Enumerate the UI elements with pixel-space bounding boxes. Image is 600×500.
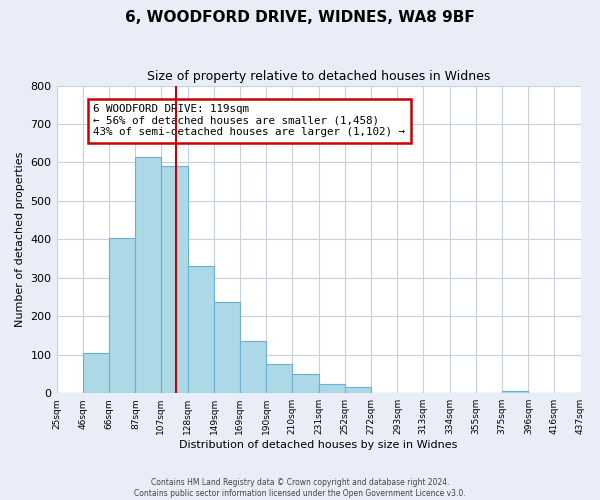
Bar (266, 364, 292, 393)
Text: 6 WOODFORD DRIVE: 119sqm
← 56% of detached houses are smaller (1,458)
43% of sem: 6 WOODFORD DRIVE: 119sqm ← 56% of detach… (93, 104, 405, 137)
Y-axis label: Number of detached properties: Number of detached properties (15, 152, 25, 327)
Bar (239, 342, 266, 393)
Text: 6, WOODFORD DRIVE, WIDNES, WA8 9BF: 6, WOODFORD DRIVE, WIDNES, WA8 9BF (125, 10, 475, 25)
Bar (161, 166, 188, 393)
X-axis label: Distribution of detached houses by size in Widnes: Distribution of detached houses by size … (179, 440, 458, 450)
Bar (502, 390, 529, 393)
Title: Size of property relative to detached houses in Widnes: Size of property relative to detached ho… (147, 70, 490, 83)
Bar (345, 388, 371, 393)
Text: Contains HM Land Registry data © Crown copyright and database right 2024.
Contai: Contains HM Land Registry data © Crown c… (134, 478, 466, 498)
Bar (214, 302, 239, 393)
Bar (188, 266, 214, 393)
Bar (109, 238, 136, 393)
Bar (83, 353, 109, 393)
Bar (136, 156, 161, 393)
Bar (319, 384, 345, 393)
Bar (292, 374, 319, 393)
